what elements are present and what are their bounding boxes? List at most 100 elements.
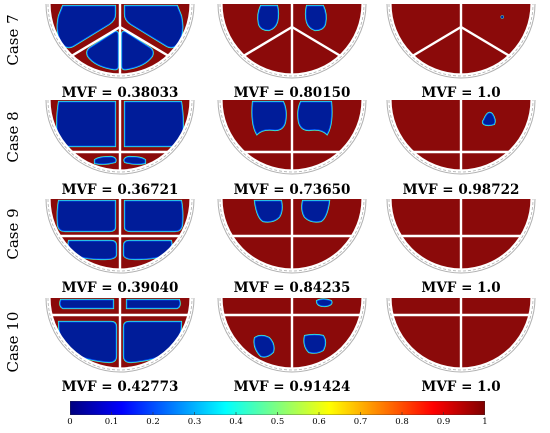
liquid-region bbox=[58, 321, 117, 363]
domain-outline bbox=[390, 298, 532, 369]
shell-ring-dashed bbox=[388, 298, 534, 371]
colorbar-tick-label: 0.3 bbox=[187, 417, 202, 427]
shell-ring bbox=[217, 298, 367, 373]
mvf-label-case7-1: MVF = 0.38033 bbox=[61, 85, 179, 101]
domain-outline bbox=[49, 199, 191, 270]
liquid-region bbox=[124, 200, 183, 232]
colorbar bbox=[70, 401, 485, 415]
shell-ring-dashed bbox=[219, 298, 365, 371]
shell-ring-dashed bbox=[47, 199, 193, 272]
mvf-label-case9-3: MVF = 1.0 bbox=[421, 280, 501, 296]
shell-ring-dashed bbox=[47, 4, 193, 77]
liquid-region bbox=[304, 334, 326, 354]
panel-case7-2 bbox=[217, 4, 367, 79]
panel-case8-2 bbox=[217, 100, 367, 175]
colorbar-tick-label: 0.1 bbox=[104, 417, 119, 427]
colorbar-tick-label: 0 bbox=[67, 417, 73, 427]
shell-ring bbox=[386, 4, 536, 79]
liquid-region bbox=[68, 240, 117, 260]
panel-case10-1 bbox=[45, 298, 195, 373]
domain-outline bbox=[221, 100, 363, 171]
shell-ring-dashed bbox=[388, 100, 534, 173]
domain-outline bbox=[390, 199, 532, 270]
shell-ring bbox=[45, 199, 195, 274]
shell-ring-dashed bbox=[219, 4, 365, 77]
liquid-region bbox=[57, 200, 116, 232]
domain bbox=[50, 100, 190, 170]
liquid-region bbox=[123, 321, 182, 363]
case-label-8: Case 8 bbox=[4, 111, 22, 163]
liquid-region bbox=[316, 299, 332, 307]
shell-ring bbox=[217, 199, 367, 274]
panel-case9-1 bbox=[45, 199, 195, 274]
domain-outline bbox=[221, 4, 363, 75]
mvf-label-case10-2: MVF = 0.91424 bbox=[233, 379, 351, 395]
liquid-region bbox=[86, 31, 119, 70]
panel-case10-3 bbox=[386, 298, 536, 373]
mvf-label-case9-1: MVF = 0.39040 bbox=[61, 280, 179, 296]
case-label-9: Case 9 bbox=[4, 208, 22, 260]
shell-ring bbox=[45, 298, 195, 373]
shell-ring bbox=[386, 298, 536, 373]
mvf-label-case7-2: MVF = 0.80150 bbox=[233, 85, 351, 101]
liquid-region bbox=[124, 5, 183, 48]
domain bbox=[222, 298, 362, 368]
colorbar-tick-label: 0.8 bbox=[395, 417, 409, 427]
domain bbox=[222, 4, 362, 74]
panel-case7-3 bbox=[386, 4, 536, 79]
mvf-label-case10-3: MVF = 1.0 bbox=[421, 379, 501, 395]
colorbar-tick-label: 0.7 bbox=[353, 417, 368, 427]
domain bbox=[50, 298, 190, 368]
case-label-10: Case 10 bbox=[4, 311, 22, 373]
colorbar-tick-label: 0.5 bbox=[270, 417, 285, 427]
shell-ring bbox=[386, 100, 536, 175]
domain bbox=[50, 199, 190, 269]
mvf-label-case8-2: MVF = 0.73650 bbox=[233, 182, 351, 198]
liquid-region bbox=[254, 200, 283, 222]
domain bbox=[391, 100, 531, 170]
liquid-region bbox=[482, 112, 496, 126]
shell-ring-dashed bbox=[219, 199, 365, 272]
panel-case8-1 bbox=[45, 100, 195, 175]
colorbar-tick-label: 0.2 bbox=[146, 417, 160, 427]
domain bbox=[391, 4, 531, 74]
case-label-7: Case 7 bbox=[4, 14, 22, 66]
domain-outline bbox=[221, 199, 363, 270]
domain bbox=[391, 199, 531, 269]
liquid-region bbox=[121, 31, 154, 70]
colorbar-tick-label: 0.6 bbox=[312, 417, 326, 427]
shell-ring-dashed bbox=[388, 4, 534, 77]
panel-case10-2 bbox=[217, 298, 367, 373]
panel-case9-3 bbox=[386, 199, 536, 274]
liquid-region bbox=[305, 5, 327, 31]
shell-ring bbox=[217, 4, 367, 79]
domain bbox=[222, 100, 362, 170]
liquid-region bbox=[301, 200, 330, 222]
liquid-region bbox=[57, 5, 116, 48]
liquid-region bbox=[126, 299, 181, 309]
mvf-label-case8-3: MVF = 0.98722 bbox=[402, 182, 520, 198]
liquid-region bbox=[59, 299, 114, 309]
shell-ring-dashed bbox=[47, 100, 193, 173]
liquid-region bbox=[124, 101, 184, 147]
liquid-region bbox=[123, 240, 172, 260]
colorbar-tick-label: 1 bbox=[482, 417, 488, 427]
mvf-label-case7-3: MVF = 1.0 bbox=[421, 85, 501, 101]
liquid-region bbox=[124, 156, 146, 165]
liquid-region bbox=[56, 101, 116, 147]
panel-case7-1 bbox=[45, 4, 195, 79]
colorbar-tick-label: 0.4 bbox=[229, 417, 243, 427]
mvf-label-case8-1: MVF = 0.36721 bbox=[61, 182, 179, 198]
domain-outline bbox=[390, 100, 532, 171]
shell-ring-dashed bbox=[388, 199, 534, 272]
shell-ring-dashed bbox=[219, 100, 365, 173]
domain bbox=[391, 298, 531, 368]
domain-outline bbox=[49, 298, 191, 369]
colorbar-tick-label: 0.9 bbox=[436, 417, 451, 427]
shell-ring bbox=[45, 100, 195, 175]
domain bbox=[50, 4, 190, 74]
panel-case8-3 bbox=[386, 100, 536, 175]
panel-case9-2 bbox=[217, 199, 367, 274]
shell-ring bbox=[217, 100, 367, 175]
